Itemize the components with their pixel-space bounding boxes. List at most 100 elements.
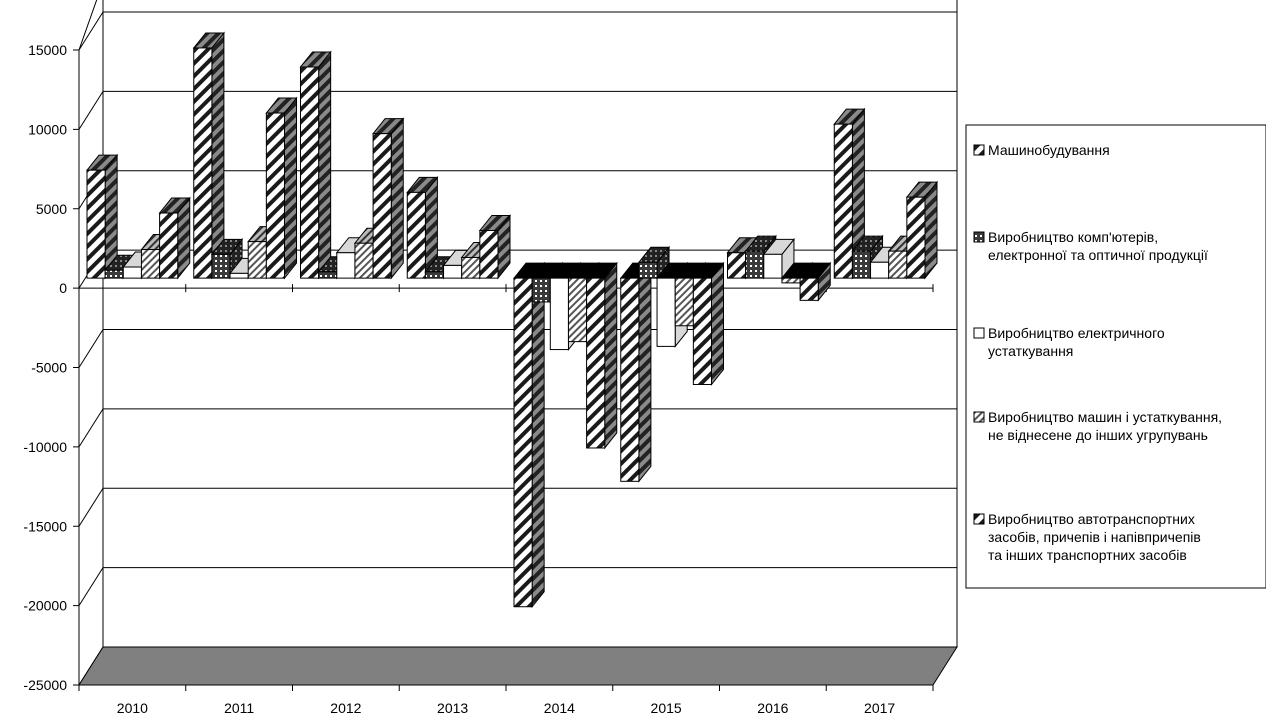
bar-front bbox=[140, 249, 161, 279]
bar-side bbox=[318, 50, 332, 280]
legend-entry: Машинобудування bbox=[973, 142, 1110, 158]
bar-front bbox=[638, 261, 658, 279]
legend-label: Виробництво комп'ютерів, bbox=[988, 229, 1158, 245]
y-tick-label: 15000 bbox=[28, 42, 67, 58]
gridline-side bbox=[78, 91, 104, 130]
bar-front bbox=[122, 266, 142, 279]
floor bbox=[78, 646, 958, 686]
bar bbox=[158, 196, 191, 280]
bar bbox=[85, 153, 119, 280]
legend-label: Виробництво автотранспортних bbox=[988, 511, 1195, 527]
legend-entry: Виробництво комп'ютерів, електронної та о… bbox=[973, 229, 1208, 263]
bar bbox=[478, 214, 512, 280]
bar-side bbox=[284, 96, 297, 280]
y-tick-label: -25000 bbox=[23, 677, 67, 693]
bar-front bbox=[833, 123, 853, 279]
bar-front bbox=[745, 250, 765, 279]
x-tick-label: 2010 bbox=[117, 700, 148, 716]
bar bbox=[512, 261, 546, 609]
x-tick-label: 2017 bbox=[864, 700, 895, 716]
bar bbox=[762, 237, 795, 280]
bar-front bbox=[870, 261, 890, 279]
bar bbox=[637, 245, 671, 280]
bar-front bbox=[888, 250, 908, 279]
legend-swatch bbox=[973, 513, 985, 525]
bar-front bbox=[86, 169, 106, 279]
legend-entry: Виробництво електричного устаткування bbox=[973, 325, 1165, 359]
bar-front bbox=[620, 277, 640, 482]
bar bbox=[905, 180, 939, 280]
bar-front bbox=[247, 241, 267, 279]
bar-side bbox=[924, 180, 938, 280]
bar-front bbox=[159, 212, 179, 279]
bar-side bbox=[390, 117, 404, 280]
bar-front bbox=[549, 277, 569, 351]
bar-front bbox=[193, 47, 213, 279]
x-tick-label: 2015 bbox=[651, 700, 682, 716]
bar bbox=[192, 31, 225, 280]
legend-swatch bbox=[973, 144, 985, 156]
x-tick-label: 2011 bbox=[224, 700, 254, 716]
bar-front bbox=[372, 133, 392, 279]
y-tick-label: 0 bbox=[59, 280, 67, 296]
legend-box bbox=[965, 124, 1266, 589]
bar-front bbox=[851, 250, 872, 279]
y-tick-label: 10000 bbox=[28, 121, 67, 137]
bar bbox=[833, 107, 866, 280]
bar-front bbox=[479, 230, 499, 279]
bar-front bbox=[531, 277, 551, 303]
bar-front bbox=[906, 196, 926, 279]
x-tick-label: 2013 bbox=[437, 700, 468, 716]
bar-side bbox=[604, 261, 618, 450]
bar-front bbox=[692, 277, 712, 385]
legend-entry: Виробництво машин і устаткування, не відн… bbox=[973, 409, 1222, 443]
gridline-side bbox=[78, 329, 104, 368]
bar bbox=[372, 117, 405, 280]
bar-front bbox=[424, 271, 445, 279]
y-tick-label: -15000 bbox=[23, 518, 67, 534]
bar bbox=[299, 50, 332, 280]
bar-front bbox=[300, 66, 320, 279]
legend: Машинобудування Виробництво комп'ютерів, е… bbox=[965, 124, 1266, 589]
x-axis: 2010 2011 2012 2013 2014 2015 2016 2017 bbox=[78, 284, 934, 716]
bar-side bbox=[711, 261, 724, 386]
bar-front bbox=[443, 264, 463, 279]
bars bbox=[85, 31, 939, 609]
legend-label: Виробництво машин і устаткування, bbox=[988, 409, 1222, 425]
bar bbox=[265, 96, 298, 280]
bar-front bbox=[763, 253, 783, 279]
x-tick-label: 2014 bbox=[544, 700, 575, 716]
bar-front bbox=[513, 277, 533, 608]
bar bbox=[692, 261, 725, 386]
legend-swatch bbox=[973, 327, 985, 339]
bar bbox=[585, 261, 618, 450]
legend-label: електронної та оптичної продукції bbox=[988, 247, 1208, 263]
bar-front bbox=[406, 191, 426, 279]
legend-label: Виробництво електричного bbox=[988, 325, 1165, 341]
gridline-side bbox=[78, 11, 104, 51]
legend-label: засобів, причепів і напівпричепів bbox=[988, 529, 1201, 545]
bar-front bbox=[229, 272, 249, 279]
legend-label: та інших транспортних засобів bbox=[988, 547, 1187, 563]
legend-label: устаткування bbox=[988, 343, 1073, 359]
legend-label: Машинобудування bbox=[988, 142, 1110, 158]
legend-swatch bbox=[973, 231, 985, 243]
y-tick-label: 5000 bbox=[36, 201, 67, 217]
bar bbox=[799, 261, 832, 302]
legend-label: не віднесене до інших угрупувань bbox=[988, 427, 1208, 443]
x-tick-label: 2012 bbox=[330, 700, 361, 716]
bar-front bbox=[318, 271, 338, 279]
y-tick-label: -10000 bbox=[23, 439, 67, 455]
legend-swatch bbox=[973, 411, 985, 423]
bar-front bbox=[727, 252, 747, 279]
legend-entry: Виробництво автотранспортних засобів, при… bbox=[973, 511, 1201, 563]
bar bbox=[619, 261, 652, 483]
bar-front bbox=[354, 242, 374, 279]
y-tick-label: -20000 bbox=[23, 598, 67, 614]
y-tick-label: -5000 bbox=[31, 360, 67, 376]
bar-front bbox=[211, 253, 231, 279]
bar-front bbox=[104, 269, 124, 279]
bar-front bbox=[674, 277, 694, 327]
gridline-side bbox=[78, 487, 104, 527]
